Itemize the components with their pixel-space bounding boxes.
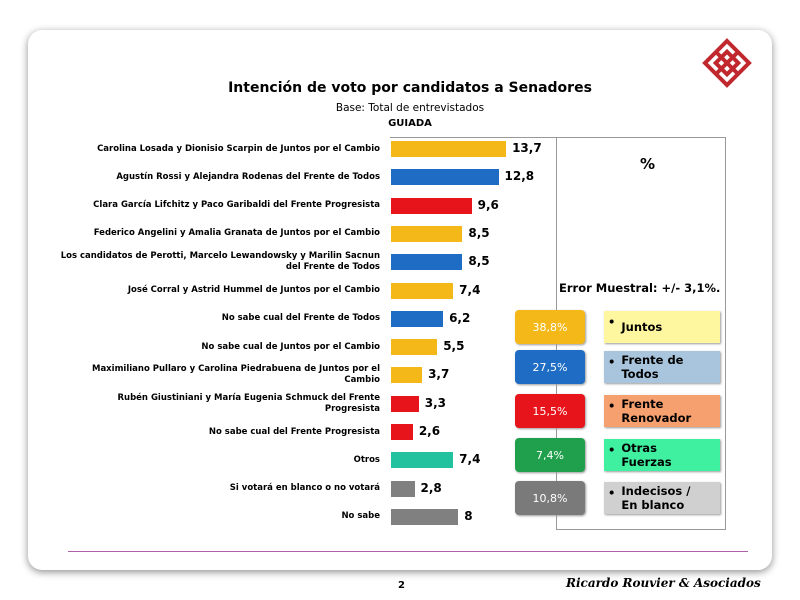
group-label: • Juntos: [604, 311, 720, 343]
category-label: Carolina Losada y Dionisio Scarpin de Ju…: [97, 143, 380, 154]
value-label: 5,5: [443, 339, 465, 354]
value-label: 2,6: [418, 424, 441, 438]
value-label: 9,6: [477, 197, 499, 212]
group-name: Frente de Todos: [621, 353, 684, 381]
bar: [391, 141, 507, 157]
bar: [391, 452, 454, 469]
divider: [68, 551, 748, 552]
value-label: 6,2: [449, 310, 471, 325]
group-label: • Indecisos / En blanco: [604, 482, 720, 514]
bar: [391, 508, 459, 525]
slide: [28, 30, 772, 570]
group-value: 10,8%: [515, 481, 585, 515]
category-label: No sabe cual de Juntos por el Cambio: [201, 341, 380, 352]
value-label: 3,3: [424, 395, 446, 410]
group-name: Juntos: [621, 320, 663, 334]
group-name: Frente Renovador: [621, 397, 692, 425]
error-note: Error Muestral: +/- 3,1%.: [559, 281, 721, 295]
value-label: 8,5: [468, 254, 490, 269]
value-label: 2,8: [420, 480, 442, 495]
value-label: 13,7: [512, 141, 542, 155]
value-label: 8,5: [468, 225, 490, 240]
title: Intención de voto por candidatos a Senad…: [228, 80, 592, 96]
subtitle: Base: Total de entrevistados: [335, 102, 485, 114]
unit: %: [640, 155, 656, 173]
category-label: Los candidatos de Perotti, Marcelo Lewan…: [60, 251, 380, 273]
bullet: •: [608, 399, 616, 413]
category-label: Maximiliano Pullaro y Carolina Piedrabue…: [91, 364, 380, 386]
group-label: • Otras Fuerzas: [604, 439, 720, 471]
bar: [391, 310, 444, 327]
bar: [391, 169, 499, 186]
category-label: Federico Angelini y Amalia Granata de Ju…: [93, 228, 380, 239]
bullet: •: [608, 355, 616, 369]
category-label: José Corral y Astrid Hummel de Juntos po…: [127, 285, 380, 295]
group-name: Otras Fuerzas: [621, 441, 672, 469]
brand: Ricardo Rouvier & Asociados: [566, 576, 761, 590]
category-label: No sabe cual del Frente de Todos: [221, 313, 380, 324]
page-number: 2: [398, 580, 405, 591]
bar: [391, 339, 438, 356]
bar: [391, 480, 415, 497]
category-label: Clara García Lifchitz y Paco Garibaldi d…: [93, 200, 380, 211]
category-label: Otros: [353, 454, 380, 465]
subtitle2: GUIADA: [388, 118, 432, 129]
group-name: Indecisos / En blanco: [621, 484, 691, 512]
group-label: • Frente Renovador: [604, 395, 720, 427]
value-label: 12,8: [504, 169, 535, 184]
value-label: 8: [464, 508, 473, 523]
bar: [391, 225, 463, 242]
bar: [391, 197, 472, 214]
group-value: 38,8%: [515, 310, 585, 344]
frame-top: [390, 137, 556, 138]
bullet: •: [608, 315, 616, 329]
bar: [391, 367, 423, 384]
value-label: 7,4: [459, 452, 481, 467]
group-label: • Frente de Todos: [604, 351, 720, 383]
category-label: Si votará en blanco o no votará: [229, 483, 380, 494]
value-label: 3,7: [428, 367, 450, 382]
value-label: 7,4: [459, 282, 481, 297]
logo: [702, 38, 752, 88]
bar: [391, 254, 463, 271]
category-label: No sabe cual del Frente Progresista: [208, 426, 380, 437]
bullet: •: [608, 486, 616, 500]
category-label: Agustín Rossi y Alejandra Rodenas del Fr…: [116, 171, 380, 182]
bullet: •: [608, 443, 616, 457]
group-value: 27,5%: [515, 350, 585, 384]
bar: [391, 395, 419, 412]
group-value: 7,4%: [515, 438, 585, 472]
bar: [391, 424, 413, 440]
category-label: No sabe: [341, 511, 380, 522]
category-label: Rubén Giustiniani y María Eugenia Schmuc…: [117, 392, 380, 414]
bar: [391, 282, 454, 299]
group-value: 15,5%: [515, 394, 585, 428]
